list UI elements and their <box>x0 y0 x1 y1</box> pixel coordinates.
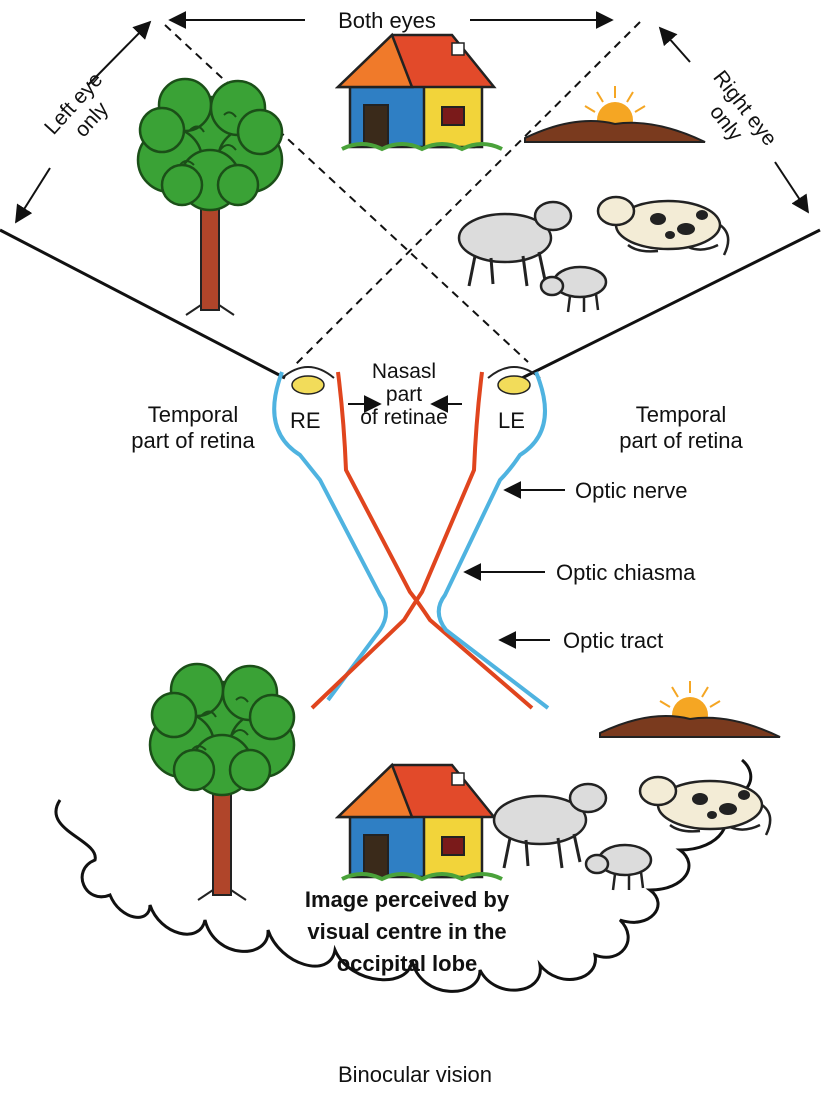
tree-icon <box>136 77 284 317</box>
lamb-icon <box>539 265 608 314</box>
both-eyes-label: Both eyes <box>338 8 436 33</box>
optic-tract-label: Optic tract <box>563 628 664 653</box>
le-label: LE <box>498 408 525 433</box>
eye-icon <box>281 366 335 395</box>
optic-chiasma-label: Optic chiasma <box>556 560 696 585</box>
tree-icon <box>148 662 296 902</box>
eye-icon <box>487 366 541 395</box>
caption: Binocular vision <box>337 1062 493 1087</box>
sheep-icon <box>457 200 573 288</box>
re-label: RE <box>290 408 321 433</box>
house-icon <box>336 33 504 151</box>
right-eye-only-arrow <box>658 26 809 214</box>
nasal-label: Nasasl part of retinae <box>360 360 448 429</box>
visual-field-lines <box>0 228 821 380</box>
sheep-icon <box>492 782 608 870</box>
image-perceived-label: Image perceived by visual centre in the … <box>304 887 510 976</box>
occipital-lobe-outline <box>54 758 753 993</box>
cow-icon <box>596 195 730 257</box>
house-icon <box>336 763 504 881</box>
label-arrows <box>463 481 565 649</box>
temporal-left-label: Temporal part of retina <box>131 402 255 453</box>
sun-hill-icon <box>599 680 781 738</box>
optic-nerve-label: Optic nerve <box>575 478 688 503</box>
left-eye-pathway <box>310 371 550 710</box>
lamb-icon <box>584 843 653 892</box>
cow-icon <box>638 775 772 837</box>
right-eye-pathway <box>272 371 534 710</box>
sun-hill-icon <box>524 85 706 143</box>
left-eye-only-arrow <box>15 20 152 224</box>
both-eyes-field-lines <box>164 21 641 366</box>
temporal-right-label: Temporal part of retina <box>619 402 743 453</box>
